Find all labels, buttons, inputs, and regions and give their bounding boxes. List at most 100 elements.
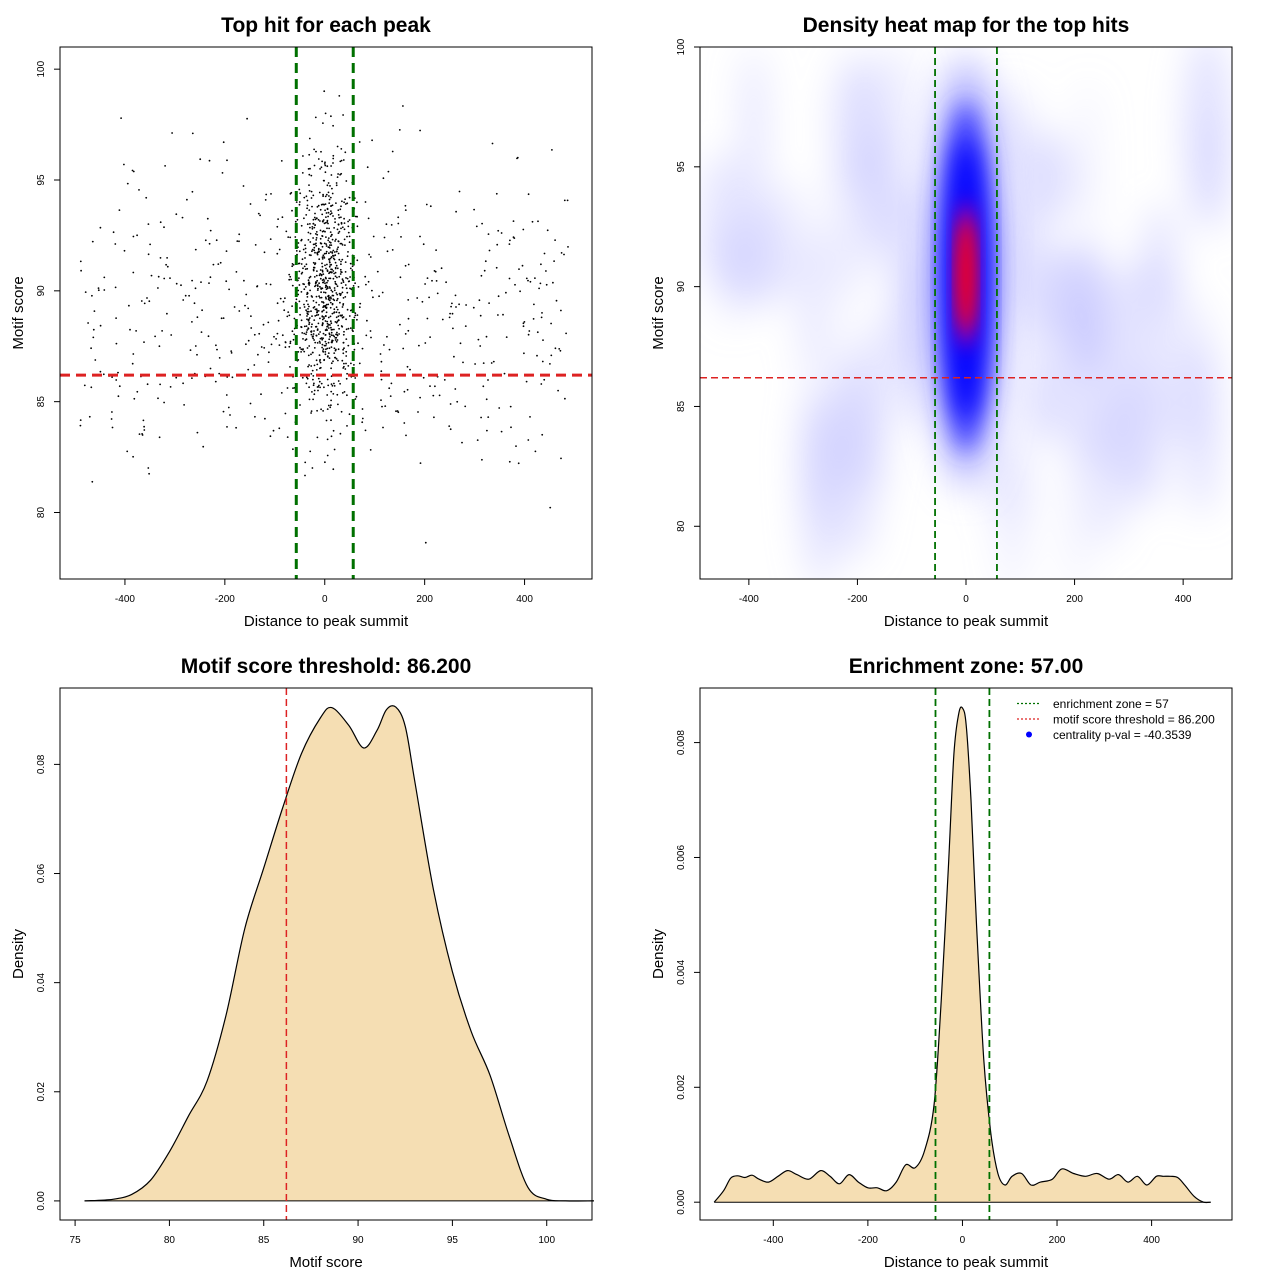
scatter-point <box>344 151 347 154</box>
scatter-point <box>349 267 352 270</box>
scatter-point <box>166 265 169 268</box>
chart-title: Enrichment zone: 57.00 <box>849 655 1084 678</box>
scatter-point <box>280 160 283 162</box>
scatter-point <box>354 314 357 317</box>
scatter-point <box>312 335 314 338</box>
scatter-point <box>435 249 437 252</box>
x-axis-label: Distance to peak summit <box>884 613 1049 630</box>
scatter-point <box>312 218 315 221</box>
scatter-point <box>163 401 166 404</box>
scatter-point <box>549 506 552 509</box>
scatter-point <box>424 283 426 285</box>
scatter-point <box>308 318 310 321</box>
scatter-point <box>345 180 348 182</box>
y-axis-label: Density <box>10 928 27 979</box>
scatter-point <box>115 379 118 381</box>
scatter-point <box>306 347 309 349</box>
scatter-point <box>366 319 368 322</box>
scatter-point <box>566 199 569 202</box>
heatmap-haze-blob <box>1077 81 1098 255</box>
scatter-point <box>303 288 306 291</box>
scatter-point <box>451 312 454 315</box>
scatter-point <box>126 450 129 453</box>
scatter-point <box>330 435 333 438</box>
scatter-point <box>301 376 304 379</box>
scatter-point <box>313 347 316 349</box>
scatter-point <box>321 310 324 313</box>
scatter-point <box>365 334 368 337</box>
scatter-point <box>333 385 336 387</box>
scatter-point <box>311 250 313 253</box>
scatter-point <box>314 315 317 317</box>
legend-entry: centrality p-val = -40.3539 <box>1053 728 1192 742</box>
scatter-point <box>529 280 532 283</box>
scatter-point <box>487 416 490 418</box>
scatter-point <box>474 363 476 365</box>
scatter-point <box>337 380 340 382</box>
scatter-point <box>326 281 328 284</box>
scatter-point <box>288 278 291 281</box>
scatter-point <box>298 270 301 273</box>
scatter-point <box>388 348 391 351</box>
y-axis-label: Density <box>650 928 667 979</box>
x-tick-label: 200 <box>1066 594 1083 605</box>
scatter-point <box>300 239 303 242</box>
scatter-point <box>305 263 308 266</box>
scatter-point <box>278 427 281 430</box>
scatter-point <box>316 386 319 388</box>
scatter-point <box>79 260 82 263</box>
scatter-point <box>327 182 330 184</box>
scatter-point <box>335 202 337 205</box>
scatter-point <box>305 376 308 379</box>
scatter-point <box>308 184 310 187</box>
scatter-point <box>305 309 307 312</box>
scatter-point <box>342 348 344 351</box>
scatter-point <box>488 302 490 304</box>
scatter-point <box>334 261 337 264</box>
scatter-point <box>502 313 504 316</box>
scatter-point <box>277 218 279 221</box>
scatter-point <box>344 284 347 286</box>
scatter-point <box>316 279 319 282</box>
scatter-point <box>346 235 348 238</box>
scatter-point <box>289 236 292 239</box>
scatter-point <box>326 184 329 187</box>
scatter-point <box>143 341 145 343</box>
scatter-point <box>341 278 344 281</box>
scatter-point <box>319 208 322 211</box>
heatmap-haze <box>700 47 1230 579</box>
scatter-point <box>269 435 272 438</box>
scatter-point <box>305 325 308 327</box>
scatter-point <box>236 240 239 243</box>
scatter-point <box>495 266 498 269</box>
scatter-point <box>422 376 425 379</box>
scatter-point <box>284 346 287 349</box>
scatter-point <box>265 283 268 285</box>
scatter-point <box>321 262 323 265</box>
scatter-point <box>364 429 367 432</box>
scatter-point <box>157 397 159 400</box>
scatter-point <box>327 327 330 329</box>
scatter-point <box>147 467 150 469</box>
x-axis-label: Distance to peak summit <box>244 613 409 630</box>
scatter-point <box>212 263 215 266</box>
scatter-point <box>284 341 287 344</box>
scatter-point <box>328 227 330 230</box>
scatter-point <box>348 219 351 221</box>
scatter-point <box>166 257 169 259</box>
scatter-point <box>150 274 153 277</box>
scatter-point <box>347 231 350 234</box>
scatter-point <box>448 316 451 319</box>
scatter-point <box>279 297 282 300</box>
scatter-point <box>138 189 140 191</box>
scatter-point <box>342 281 345 283</box>
heatmap-haze-blob <box>1065 404 1087 579</box>
scatter-point <box>328 195 330 197</box>
scatter-point <box>320 291 322 294</box>
scatter-point <box>336 308 339 311</box>
scatter-point <box>391 249 394 251</box>
scatter-point <box>478 299 481 302</box>
scatter-point <box>303 332 306 335</box>
y-tick-label: 0.04 <box>36 972 47 992</box>
